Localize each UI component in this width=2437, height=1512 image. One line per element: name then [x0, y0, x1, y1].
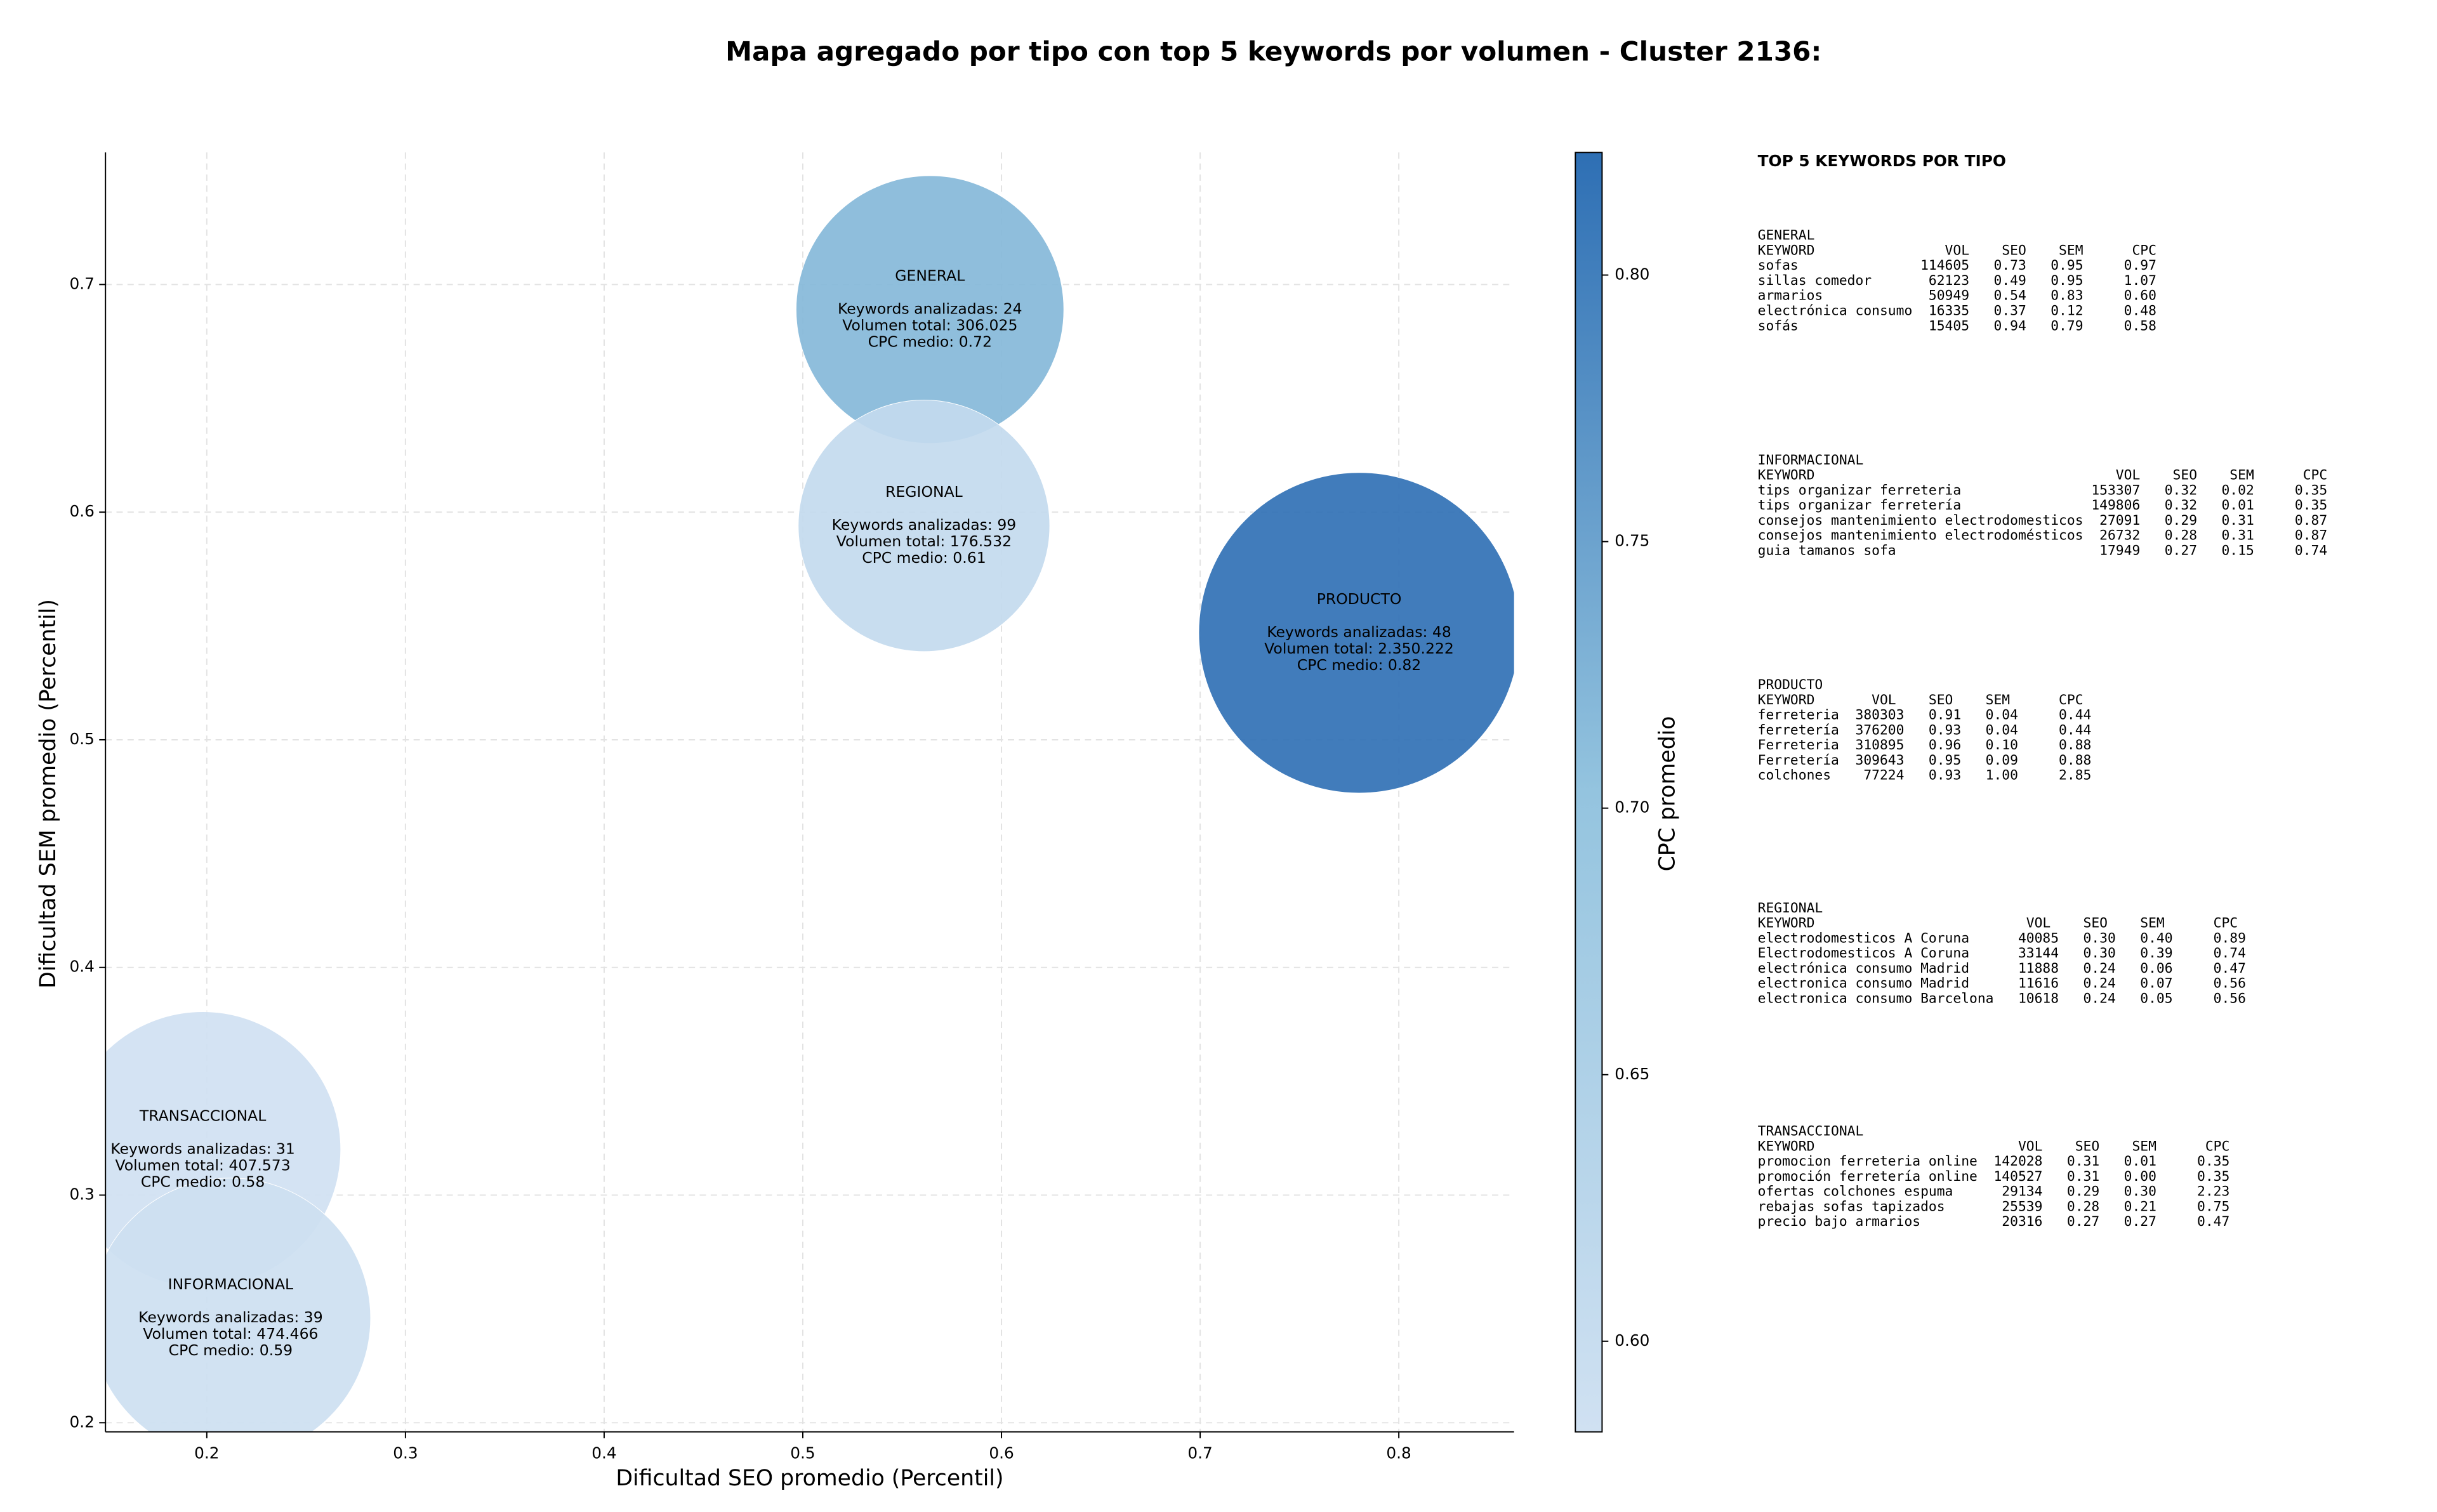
- bubble-annotation: Volumen total: 2.350.222: [1264, 640, 1454, 657]
- panel-row: ferretería 376200 0.93 0.04 0.44: [1758, 722, 2092, 738]
- panel-block-title: PRODUCTO: [1758, 677, 1823, 693]
- x-tick-label: 0.7: [1187, 1443, 1212, 1462]
- x-tick-label: 0.3: [393, 1443, 418, 1462]
- panel-row: tips organizar ferretería 149806 0.32 0.…: [1758, 497, 2328, 513]
- y-tick-label: 0.6: [69, 502, 94, 520]
- bubble-annotation: Keywords analizadas: 31: [110, 1140, 295, 1157]
- chart-title: Mapa agregado por tipo con top 5 keyword…: [725, 36, 1821, 67]
- bubble-annotation: Volumen total: 176.532: [836, 532, 1012, 550]
- y-tick-label: 0.7: [69, 274, 94, 293]
- panel-row: promocion ferreteria online 142028 0.31 …: [1758, 1154, 2230, 1169]
- bubble-annotation: CPC medio: 0.61: [862, 549, 986, 567]
- panel-row: Electrodomesticos A Coruna 33144 0.30 0.…: [1758, 945, 2246, 961]
- panel-row: Ferreteria 310895 0.96 0.10 0.88: [1758, 737, 2092, 753]
- bubble-annotation: Volumen total: 306.025: [842, 316, 1017, 334]
- panel-title: TOP 5 KEYWORDS POR TIPO: [1758, 152, 2006, 170]
- panel-row: electronica consumo Barcelona 10618 0.24…: [1758, 990, 2246, 1006]
- colorbar-tick-label: 0.70: [1615, 798, 1649, 817]
- bubble-annotation: Keywords analizadas: 39: [138, 1308, 323, 1326]
- panel-block-title: GENERAL: [1758, 228, 1815, 244]
- panel-row: ofertas colchones espuma 29134 0.29 0.30…: [1758, 1184, 2230, 1200]
- bubble-annotation: Keywords analizadas: 24: [838, 299, 1022, 317]
- panel-row: precio bajo armarios 20316 0.27 0.27 0.4…: [1758, 1214, 2230, 1230]
- panel-header: KEYWORD VOL SEO SEM CPC: [1758, 242, 2156, 258]
- colorbar-tick-label: 0.65: [1615, 1065, 1649, 1083]
- panel-block-title: TRANSACCIONAL: [1758, 1124, 1864, 1140]
- y-tick-label: 0.2: [69, 1412, 94, 1431]
- bubble: [105, 1178, 371, 1432]
- panel-row: sillas comedor 62123 0.49 0.95 1.07: [1758, 273, 2156, 289]
- panel-row: electronica consumo Madrid 11616 0.24 0.…: [1758, 976, 2246, 992]
- bubble-annotation: Keywords analizadas: 48: [1267, 623, 1451, 641]
- panel-row: electrodomesticos A Coruna 40085 0.30 0.…: [1758, 930, 2246, 946]
- bubble-label: GENERAL: [895, 266, 965, 284]
- bubble-label: REGIONAL: [885, 483, 963, 501]
- colorbar-tick-label: 0.75: [1615, 532, 1649, 550]
- panel-header: KEYWORD VOL SEO SEM CPC: [1758, 916, 2238, 931]
- panel-row: ferreteria 380303 0.91 0.04 0.44: [1758, 707, 2092, 723]
- bubble: [798, 400, 1050, 652]
- bubble-annotation: Volumen total: 474.466: [143, 1325, 318, 1343]
- bubble-annotation: CPC medio: 0.82: [1297, 656, 1421, 674]
- x-tick-label: 0.2: [194, 1443, 219, 1462]
- panel-header: KEYWORD VOL SEO SEM CPC: [1758, 692, 2084, 708]
- panel-row: consejos mantenimiento electrodomesticos…: [1758, 513, 2328, 529]
- panel-header: KEYWORD VOL SEO SEM CPC: [1758, 468, 2328, 483]
- bubble: [1198, 472, 1514, 794]
- panel-row: electrónica consumo Madrid 11888 0.24 0.…: [1758, 961, 2246, 976]
- x-tick-label: 0.8: [1386, 1443, 1411, 1462]
- x-tick-label: 0.5: [790, 1443, 815, 1462]
- bubble-label: TRANSACCIONAL: [139, 1107, 267, 1124]
- colorbar-label: CPC promedio: [1654, 716, 1680, 871]
- colorbar-tick-label: 0.80: [1615, 265, 1649, 284]
- colorbar: [1575, 152, 1603, 1433]
- colorbar-tick-label: 0.60: [1615, 1331, 1649, 1350]
- panel-row: electrónica consumo 16335 0.37 0.12 0.48: [1758, 303, 2156, 319]
- x-axis-label: Dificultad SEO promedio (Percentil): [616, 1466, 1003, 1491]
- y-tick-label: 0.3: [69, 1185, 94, 1204]
- x-tick-label: 0.6: [989, 1443, 1014, 1462]
- panel-row: guia tamanos sofa 17949 0.27 0.15 0.74: [1758, 542, 2328, 558]
- panel-block-title: REGIONAL: [1758, 900, 1823, 916]
- bubble-label: PRODUCTO: [1317, 590, 1402, 608]
- panel-row: consejos mantenimiento electrodomésticos…: [1758, 528, 2328, 544]
- bubble-annotation: Volumen total: 407.573: [115, 1156, 290, 1174]
- panel-block-title: INFORMACIONAL: [1758, 452, 1864, 468]
- panel-row: promoción ferretería online 140527 0.31 …: [1758, 1169, 2230, 1185]
- panel-row: armarios 50949 0.54 0.83 0.60: [1758, 288, 2156, 304]
- bubble-label: INFORMACIONAL: [168, 1275, 294, 1293]
- panel-row: tips organizar ferreteria 153307 0.32 0.…: [1758, 482, 2328, 498]
- y-axis-label: Dificultad SEM promedio (Percentil): [36, 599, 61, 989]
- bubble-annotation: CPC medio: 0.72: [868, 332, 992, 350]
- panel-row: sofás 15405 0.94 0.79 0.58: [1758, 318, 2156, 334]
- panel-row: Ferretería 309643 0.95 0.09 0.88: [1758, 753, 2092, 768]
- bubble-annotation: CPC medio: 0.58: [141, 1173, 265, 1190]
- panel-header: KEYWORD VOL SEO SEM CPC: [1758, 1138, 2230, 1154]
- y-tick-label: 0.5: [69, 730, 94, 748]
- x-tick-label: 0.4: [591, 1443, 616, 1462]
- panel-row: rebajas sofas tapizados 25539 0.28 0.21 …: [1758, 1199, 2230, 1214]
- bubble-annotation: Keywords analizadas: 99: [832, 516, 1017, 534]
- y-tick-label: 0.4: [69, 957, 94, 976]
- panel-row: colchones 77224 0.93 1.00 2.85: [1758, 768, 2092, 784]
- bubble-annotation: CPC medio: 0.59: [169, 1341, 293, 1359]
- panel-row: sofas 114605 0.73 0.95 0.97: [1758, 258, 2156, 273]
